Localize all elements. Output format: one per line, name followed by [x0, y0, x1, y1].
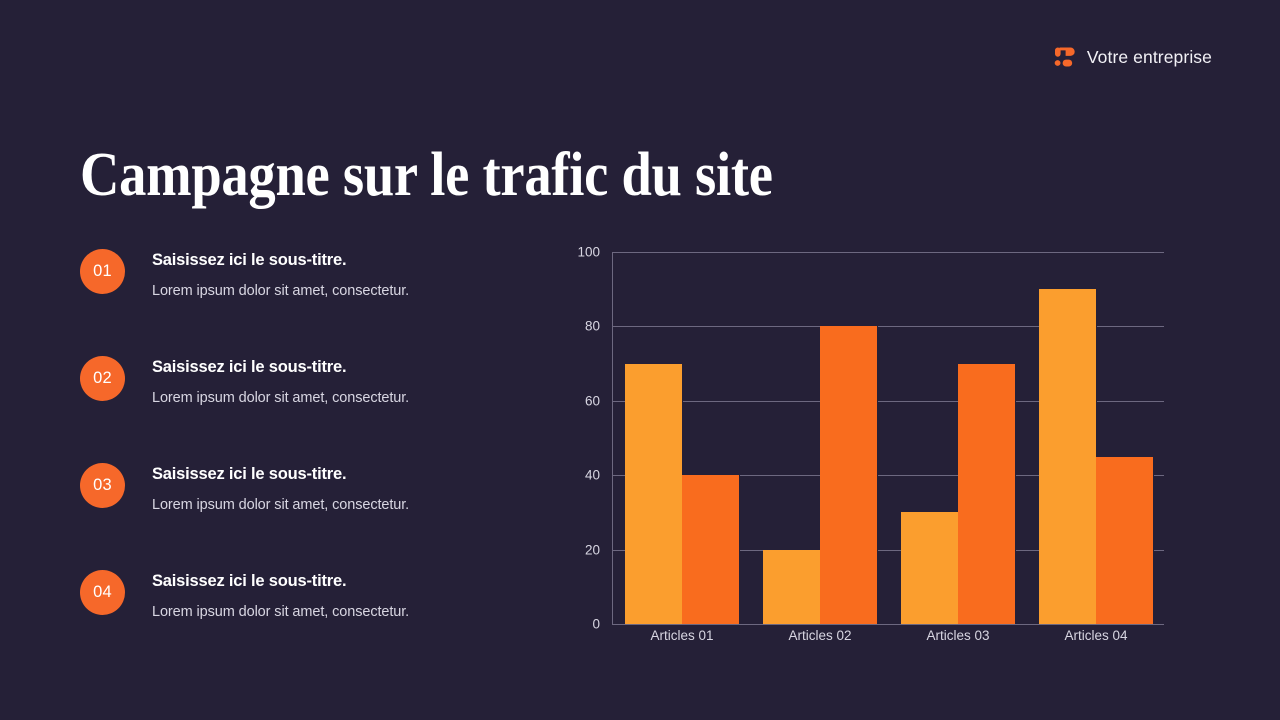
chart-y-tick-label: 60 — [584, 393, 600, 409]
chart-bar — [682, 475, 740, 624]
list-item-description: Lorem ipsum dolor sit amet, consectetur. — [152, 283, 410, 300]
chart-bar — [625, 363, 683, 624]
chart-x-tick-label: Articles 02 — [788, 628, 852, 643]
chart-gridline — [612, 549, 1164, 551]
list-item-number-badge: 03 — [80, 463, 125, 508]
list-item-body: Saisissez ici le sous-titre. Lorem ipsum… — [152, 572, 502, 622]
chart-bar — [901, 512, 959, 624]
chart-bar — [820, 326, 878, 624]
list-item-number-badge: 04 — [80, 570, 125, 615]
chart-y-tick-label: 40 — [584, 467, 600, 483]
list-item: 01 Saisissez ici le sous-titre. Lorem ip… — [80, 249, 500, 356]
chart-bar — [958, 363, 1016, 624]
list-item-description: Lorem ipsum dolor sit amet, consectetur. — [152, 497, 410, 514]
list-item: 03 Saisissez ici le sous-titre. Lorem ip… — [80, 463, 500, 570]
chart-gridline — [612, 252, 1164, 253]
chart-y-tick-label: 20 — [584, 542, 600, 558]
list-item-number-badge: 02 — [80, 356, 125, 401]
chart-y-tick-label: 100 — [577, 244, 600, 260]
list-item-body: Saisissez ici le sous-titre. Lorem ipsum… — [152, 251, 502, 301]
chart-x-tick-label: Articles 01 — [650, 628, 714, 643]
brand-name: Votre entreprise — [1086, 46, 1212, 67]
list-item-body: Saisissez ici le sous-titre. Lorem ipsum… — [152, 465, 502, 515]
chart-y-tick-label: 80 — [584, 318, 600, 334]
chart-bar — [1039, 289, 1097, 624]
list-item-description: Lorem ipsum dolor sit amet, consectetur. — [152, 390, 410, 407]
list-item-body: Saisissez ici le sous-titre. Lorem ipsum… — [152, 358, 502, 408]
brand-logo: Votre entreprise — [1050, 44, 1212, 70]
list-item: 04 Saisissez ici le sous-titre. Lorem ip… — [80, 570, 500, 677]
list-item-title: Saisissez ici le sous-titre. — [152, 251, 347, 269]
chart-gridline — [612, 475, 1164, 477]
chart-x-tick-label: Articles 04 — [1064, 628, 1128, 643]
list-item-title: Saisissez ici le sous-titre. — [152, 572, 347, 590]
list-item-title: Saisissez ici le sous-titre. — [152, 465, 347, 483]
chart-y-axis — [612, 252, 613, 624]
list-item: 02 Saisissez ici le sous-titre. Lorem ip… — [80, 356, 500, 463]
bar-chart: 0 20 40 60 80 100 Articles 01 Articles 02 Artic… — [568, 240, 1178, 652]
chart-y-tick-label: 0 — [592, 616, 600, 632]
chart-bar — [763, 549, 821, 624]
chart-gridline — [612, 400, 1164, 402]
page-title: Campagne sur le trafic du site — [80, 140, 773, 209]
chart-x-tick-label: Articles 03 — [926, 628, 990, 643]
brand-mark-icon — [1050, 44, 1076, 70]
list-item-description: Lorem ipsum dolor sit amet, consectetur. — [152, 604, 410, 621]
chart-gridline — [612, 326, 1164, 328]
chart-bars — [613, 252, 1164, 624]
list-item-number-badge: 01 — [80, 249, 125, 294]
chart-plot-area — [612, 252, 1164, 625]
chart-gridline — [612, 624, 1164, 625]
list-item-title: Saisissez ici le sous-titre. — [152, 358, 347, 376]
chart-bar — [1096, 456, 1154, 624]
feature-list: 01 Saisissez ici le sous-titre. Lorem ip… — [80, 249, 500, 677]
